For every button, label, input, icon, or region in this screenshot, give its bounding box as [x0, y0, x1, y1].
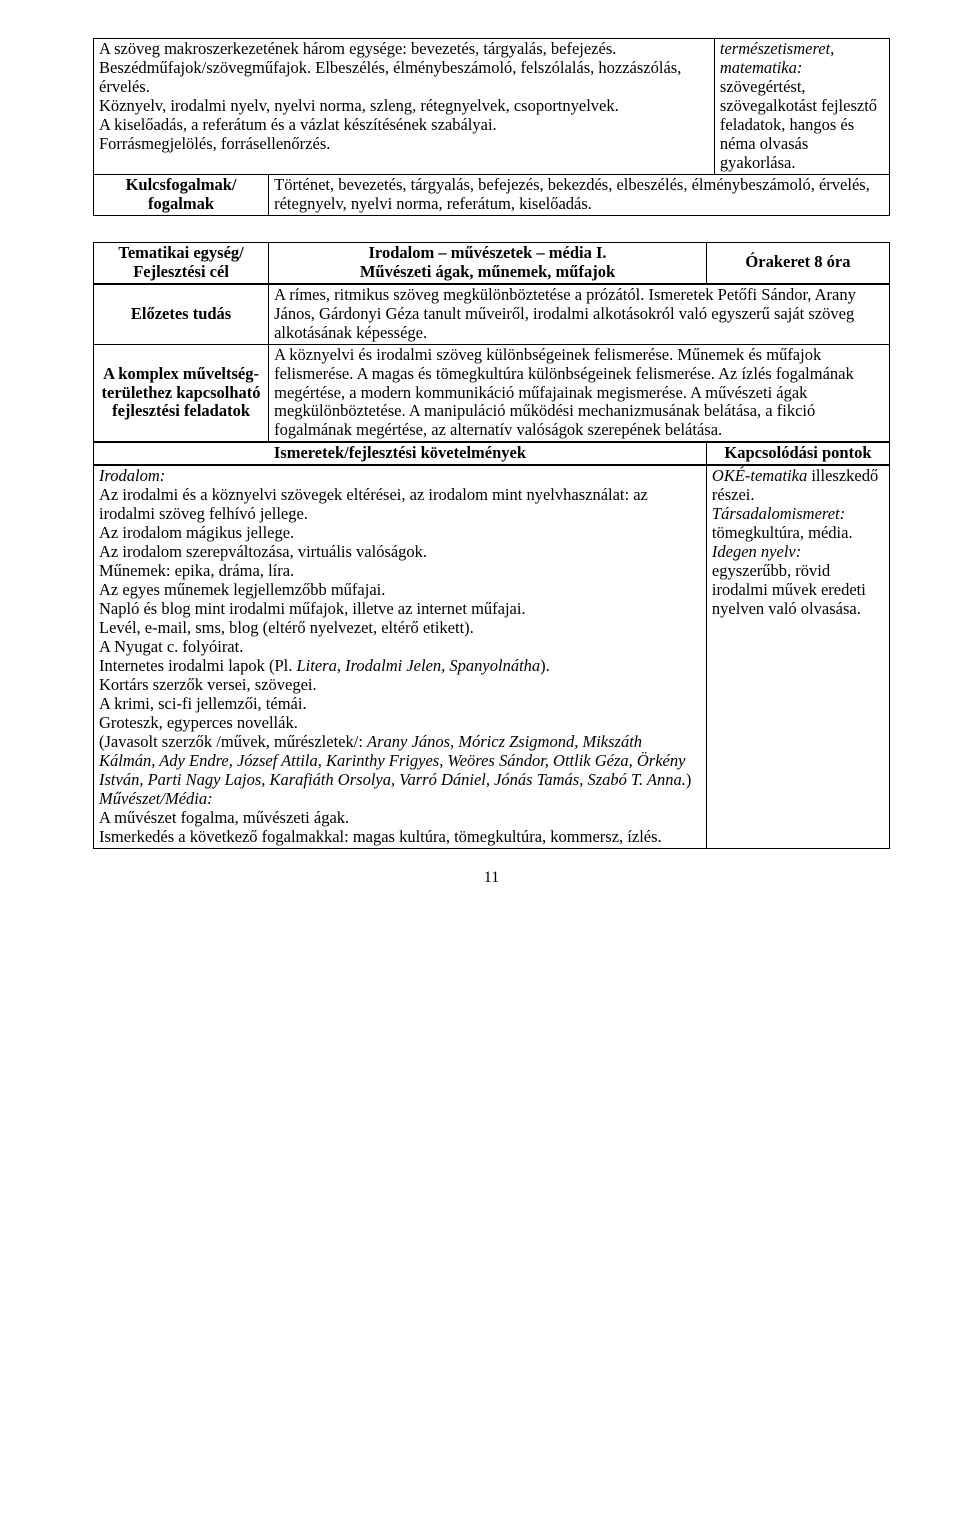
row-complex-label: A komplex műveltség-területhez kapcsolha…: [94, 344, 269, 442]
hdr2-left: Ismeretek/fejlesztési követelmények: [94, 442, 707, 465]
page-number: 11: [93, 869, 890, 887]
hdr-mid: Irodalom – művészetek – média I.Művészet…: [269, 242, 707, 283]
row-prev-content: A rímes, ritmikus szöveg megkülönbözteté…: [269, 284, 890, 344]
hdr-right: Órakeret 8 óra: [706, 242, 889, 283]
top-r2-content: Történet, bevezetés, tárgyalás, befejezé…: [269, 174, 890, 215]
body-left: Irodalom: Az irodalmi és a köznyelvi szö…: [94, 465, 707, 848]
top-r2-label: Kulcsfogalmak/ fogalmak: [94, 174, 269, 215]
row-complex-content: A köznyelvi és irodalmi szöveg különbség…: [269, 344, 890, 442]
top-r1-left: A szöveg makroszerkezetének három egység…: [94, 39, 715, 175]
top-r1-right: természetismeret, matematika: szövegérté…: [714, 39, 889, 175]
table-top: A szöveg makroszerkezetének három egység…: [93, 38, 890, 216]
hdr2-right: Kapcsolódási pontok: [706, 442, 889, 465]
row-prev-label: Előzetes tudás: [94, 284, 269, 344]
table-bottom: Tematikai egység/ Fejlesztési cél Irodal…: [93, 242, 890, 849]
body-right: OKÉ-tematika illeszkedő részei. Társadal…: [706, 465, 889, 848]
hdr-left: Tematikai egység/ Fejlesztési cél: [94, 242, 269, 283]
